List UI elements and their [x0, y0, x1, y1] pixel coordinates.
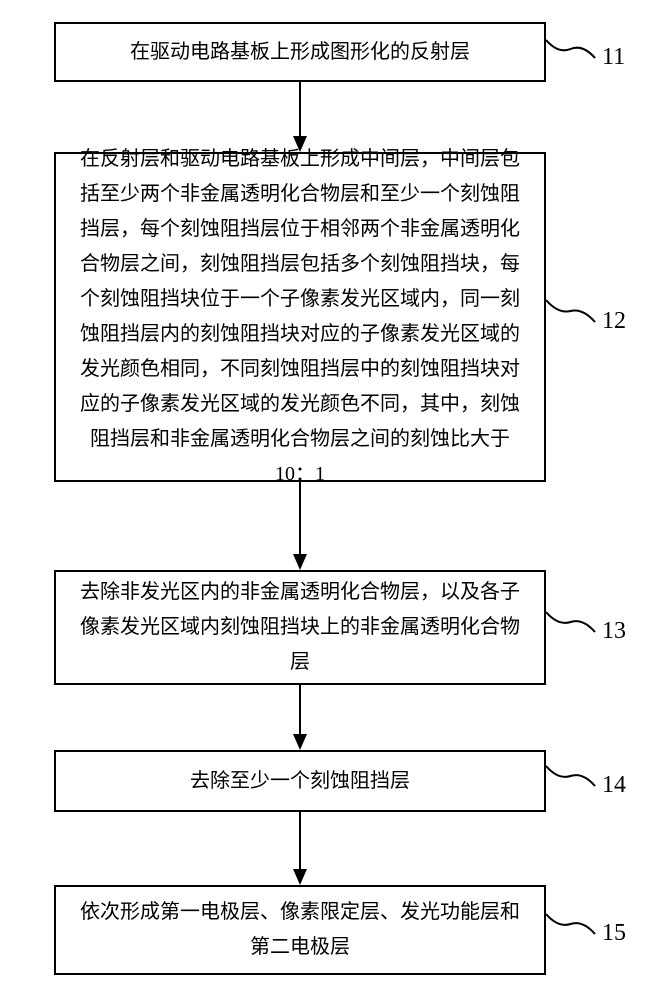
- label-connector: [546, 36, 599, 62]
- flow-step-n1: 在驱动电路基板上形成图形化的反射层: [54, 22, 546, 82]
- flow-step-n2: 在反射层和驱动电路基板上形成中间层，中间层包括至少两个非金属透明化合物层和至少一…: [54, 152, 546, 482]
- label-connector: [546, 608, 599, 636]
- flow-arrow: [280, 812, 320, 885]
- flow-arrow: [280, 482, 320, 570]
- flow-step-label-n5: 15: [602, 920, 626, 947]
- flow-step-label-n2: 12: [602, 308, 626, 335]
- flow-step-text: 在反射层和驱动电路基板上形成中间层，中间层包括至少两个非金属透明化合物层和至少一…: [74, 142, 526, 492]
- flow-step-n5: 依次形成第一电极层、像素限定层、发光功能层和第二电极层: [54, 885, 546, 975]
- label-connector: [546, 762, 599, 790]
- flow-step-text: 依次形成第一电极层、像素限定层、发光功能层和第二电极层: [74, 895, 526, 965]
- flow-step-n3: 去除非发光区内的非金属透明化合物层，以及各子像素发光区域内刻蚀阻挡块上的非金属透…: [54, 570, 546, 685]
- flow-arrow: [280, 82, 320, 152]
- flow-step-text: 去除至少一个刻蚀阻挡层: [190, 764, 410, 799]
- flow-step-label-n1: 11: [602, 44, 625, 71]
- flow-step-label-n3: 13: [602, 618, 626, 645]
- flow-step-text: 在驱动电路基板上形成图形化的反射层: [130, 35, 470, 70]
- label-connector: [546, 910, 599, 938]
- flow-step-label-n4: 14: [602, 772, 626, 799]
- flow-step-n4: 去除至少一个刻蚀阻挡层: [54, 750, 546, 812]
- label-connector: [546, 296, 599, 326]
- flow-arrow: [280, 685, 320, 750]
- flow-step-text: 去除非发光区内的非金属透明化合物层，以及各子像素发光区域内刻蚀阻挡块上的非金属透…: [74, 575, 526, 680]
